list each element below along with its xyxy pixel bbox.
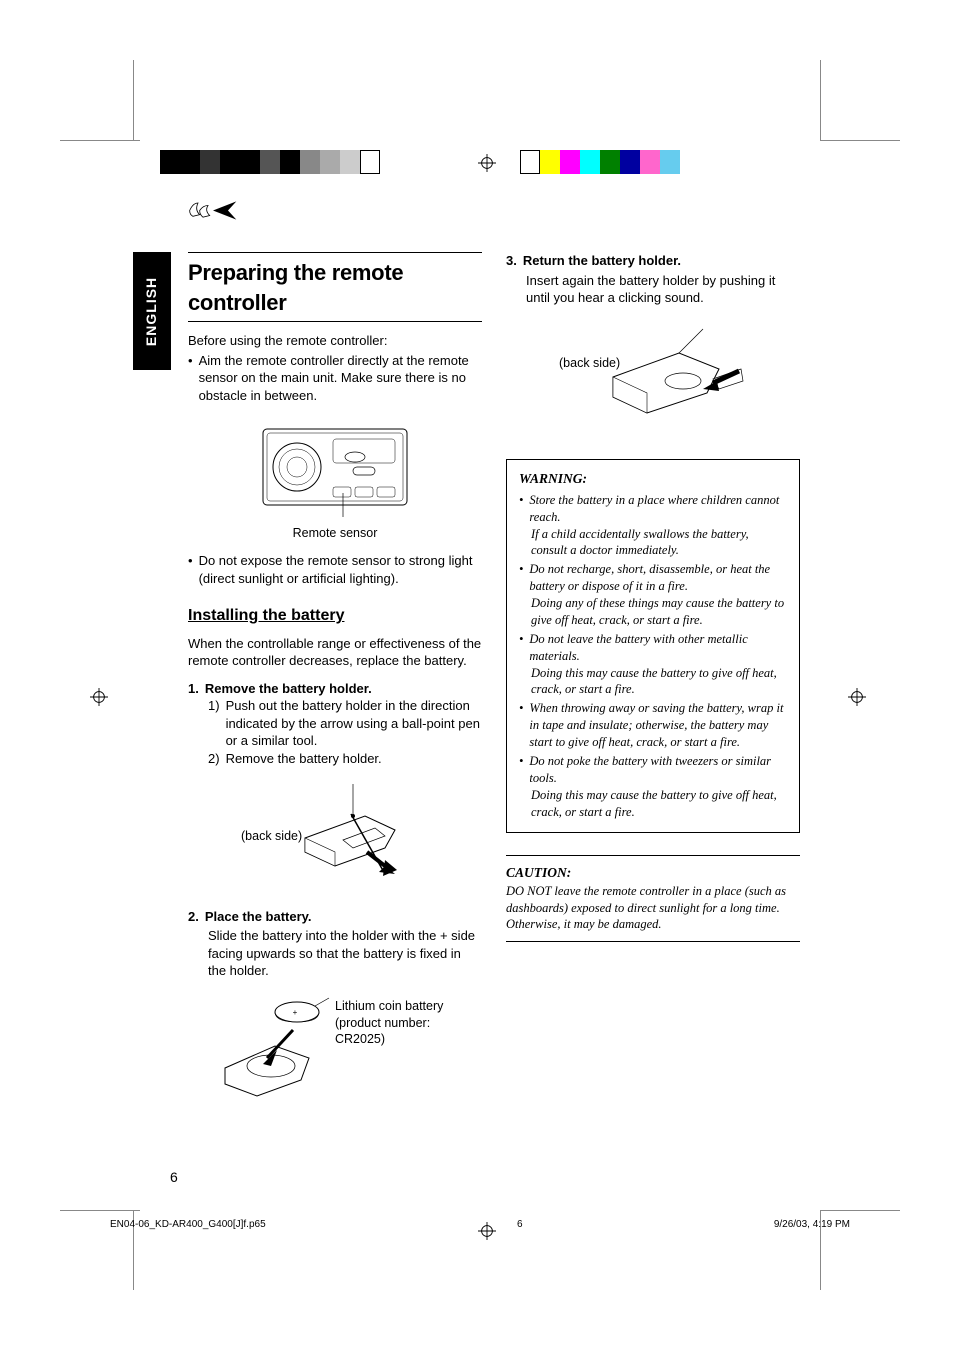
footer-page: 6 [517, 1218, 523, 1232]
figure-side-label: Lithium coin battery (product number: CR… [335, 998, 455, 1049]
substep: 1) Push out the battery holder in the di… [208, 697, 482, 750]
caution-text: DO NOT leave the remote controller in a … [506, 883, 800, 934]
color-swatch [600, 150, 620, 174]
figure-remove-holder: (back side) [235, 778, 435, 898]
warning-title: WARNING: [519, 470, 787, 488]
title-rule [188, 321, 482, 322]
substep: 2) Remove the battery holder. [208, 750, 482, 768]
step-label: Place the battery. [205, 908, 312, 926]
color-bar-left [160, 150, 380, 174]
figure-label: (back side) [241, 828, 302, 845]
remote-arrow-icon [188, 198, 238, 226]
footer-datetime: 9/26/03, 4:19 PM [774, 1218, 850, 1232]
color-swatch [540, 150, 560, 174]
warning-item-cont: Doing this may cause the battery to give… [531, 787, 787, 821]
color-swatch [160, 150, 180, 174]
registration-mark-icon [848, 688, 866, 706]
color-swatch [200, 150, 220, 174]
caution-rule [506, 855, 800, 856]
left-column: Preparing the remote controller Before u… [188, 252, 482, 1118]
caution-rule [506, 941, 800, 942]
warning-item-cont: If a child accidentally swallows the bat… [531, 526, 787, 560]
step-label: Remove the battery holder. [205, 680, 372, 698]
warning-item-text: When throwing away or saving the battery… [529, 700, 787, 751]
warning-item: •Do not recharge, short, disassemble, or… [519, 561, 787, 595]
color-swatch [280, 150, 300, 174]
step-label: Return the battery holder. [523, 252, 681, 270]
color-swatch [240, 150, 260, 174]
warning-item-text: Store the battery in a place where child… [529, 492, 787, 526]
warning-item: •Store the battery in a place where chil… [519, 492, 787, 526]
figure-return-holder: (back side) [543, 325, 763, 435]
color-swatch [340, 150, 360, 174]
language-label: ENGLISH [143, 276, 162, 345]
warning-item-text: Do not poke the battery with tweezers or… [529, 753, 787, 787]
step-body: Slide the battery into the holder with t… [208, 927, 482, 980]
section-heading: Installing the battery [188, 605, 482, 627]
caution-title: CAUTION: [506, 864, 800, 882]
page-number: 6 [170, 1168, 178, 1187]
color-swatch [180, 150, 200, 174]
warning-item: •Do not leave the battery with other met… [519, 631, 787, 665]
intro-lead: Before using the remote controller: [188, 332, 482, 350]
crop-mark [820, 140, 900, 141]
color-swatch [520, 150, 540, 174]
figure-caption: Remote sensor [188, 525, 482, 542]
warning-item: •When throwing away or saving the batter… [519, 700, 787, 751]
warning-list: •Store the battery in a place where chil… [519, 492, 787, 821]
color-swatch [300, 150, 320, 174]
caution-block: CAUTION: DO NOT leave the remote control… [506, 855, 800, 942]
color-swatch [320, 150, 340, 174]
crop-mark [133, 60, 134, 140]
step-number: 2. [188, 908, 199, 926]
footer: EN04-06_KD-AR400_G400[J]f.p65 6 9/26/03,… [110, 1218, 850, 1232]
intro-bullet-text: Aim the remote controller directly at th… [199, 352, 482, 405]
crop-mark [60, 140, 140, 141]
warning-box: WARNING: •Store the battery in a place w… [506, 459, 800, 834]
step-number: 1. [188, 680, 199, 698]
step: 3. Return the battery holder. [506, 252, 800, 270]
figure-label: (back side) [559, 355, 620, 372]
color-bar-right [520, 150, 680, 174]
step: 2. Place the battery. [188, 908, 482, 926]
warning-item-cont: Doing this may cause the battery to give… [531, 665, 787, 699]
color-swatch [580, 150, 600, 174]
intro-bullet: • Aim the remote controller directly at … [188, 352, 482, 405]
step-body: Insert again the battery holder by pushi… [526, 272, 800, 307]
crop-mark [820, 60, 821, 140]
install-text: When the controllable range or effective… [188, 635, 482, 670]
right-column: 3. Return the battery holder. Insert aga… [506, 252, 800, 1118]
figure-place-battery: + Lithium coin battery (product number: … [205, 988, 465, 1118]
warning-item-cont: Doing any of these things may cause the … [531, 595, 787, 629]
substep-text: Push out the battery holder in the direc… [226, 697, 482, 750]
page-title: Preparing the remote controller [188, 255, 482, 319]
warning-item-text: Do not recharge, short, disassemble, or … [529, 561, 787, 595]
registration-mark-icon [478, 154, 496, 172]
warning-item: •Do not poke the battery with tweezers o… [519, 753, 787, 787]
language-tab: ENGLISH [133, 252, 171, 370]
step: 1. Remove the battery holder. [188, 680, 482, 698]
figure-remote-sensor [255, 417, 415, 522]
substep-text: Remove the battery holder. [226, 750, 382, 768]
color-swatch [260, 150, 280, 174]
intro-bullet-text: Do not expose the remote sensor to stron… [199, 552, 482, 587]
intro-bullet: • Do not expose the remote sensor to str… [188, 552, 482, 587]
warning-item-text: Do not leave the battery with other meta… [529, 631, 787, 665]
crop-mark [60, 1210, 140, 1211]
color-swatch [560, 150, 580, 174]
crop-mark [820, 1210, 900, 1211]
registration-mark-icon [90, 688, 108, 706]
footer-file: EN04-06_KD-AR400_G400[J]f.p65 [110, 1218, 266, 1232]
color-swatch [640, 150, 660, 174]
step-number: 3. [506, 252, 517, 270]
color-swatch [660, 150, 680, 174]
page-content: Preparing the remote controller Before u… [188, 252, 800, 1118]
color-swatch [360, 150, 380, 174]
svg-text:+: + [293, 1008, 298, 1017]
color-swatch [220, 150, 240, 174]
color-swatch [620, 150, 640, 174]
